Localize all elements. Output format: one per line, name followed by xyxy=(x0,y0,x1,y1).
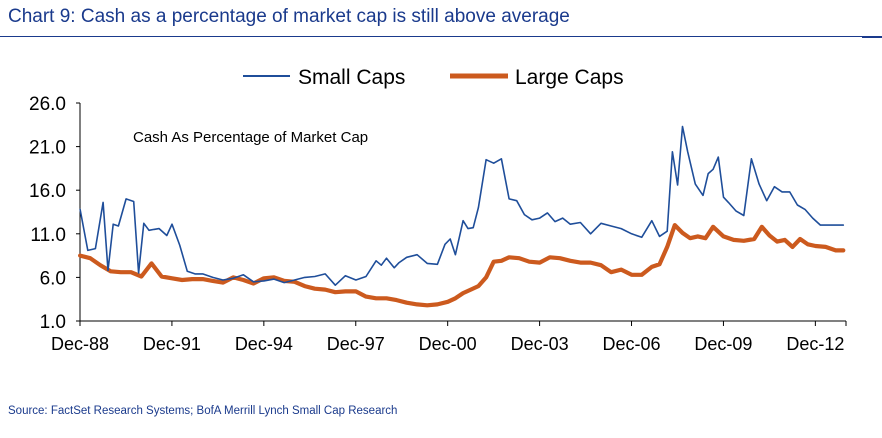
series-group xyxy=(77,125,846,308)
title-rule xyxy=(0,36,882,37)
x-axis: Dec-88 Dec-91 Dec-94 Dec-97 Dec-00 Dec-03 Dec-… xyxy=(51,320,847,354)
x-tick-label: Dec-88 xyxy=(51,334,109,354)
chart-annotation: Cash As Percentage of Market Cap xyxy=(133,129,368,146)
y-tick-label: 26.0 xyxy=(29,94,66,115)
x-tick-label: Dec-12 xyxy=(786,334,844,354)
legend: Small Caps Large Caps xyxy=(243,66,624,89)
y-tick-label: 11.0 xyxy=(30,225,66,246)
x-tick-label: Dec-97 xyxy=(327,334,385,354)
series-line-large-caps xyxy=(77,223,846,308)
y-tick-label: 1.0 xyxy=(40,312,66,333)
y-tick-label: 16.0 xyxy=(29,181,66,202)
source-note: Source: FactSet Research Systems; BofA M… xyxy=(8,405,398,417)
x-tick-label: Dec-91 xyxy=(143,334,201,354)
x-tick-label: Dec-06 xyxy=(603,334,661,354)
x-tick-label: Dec-94 xyxy=(235,334,293,354)
x-tick-label: Dec-00 xyxy=(419,334,477,354)
y-axis: 1.0 6.0 11.0 16.0 21.0 26.0 xyxy=(29,94,81,333)
series-line-small-caps xyxy=(79,125,845,287)
title-rule-tab xyxy=(862,36,882,38)
y-tick-label: 6.0 xyxy=(40,268,66,289)
legend-label-large-caps: Large Caps xyxy=(515,66,624,89)
x-tick-label: Dec-03 xyxy=(511,334,569,354)
y-tick-label: 21.0 xyxy=(29,138,66,159)
legend-label-small-caps: Small Caps xyxy=(298,66,405,89)
chart-title: Chart 9: Cash as a percentage of market … xyxy=(8,6,570,27)
x-tick-label: Dec-09 xyxy=(694,334,752,354)
